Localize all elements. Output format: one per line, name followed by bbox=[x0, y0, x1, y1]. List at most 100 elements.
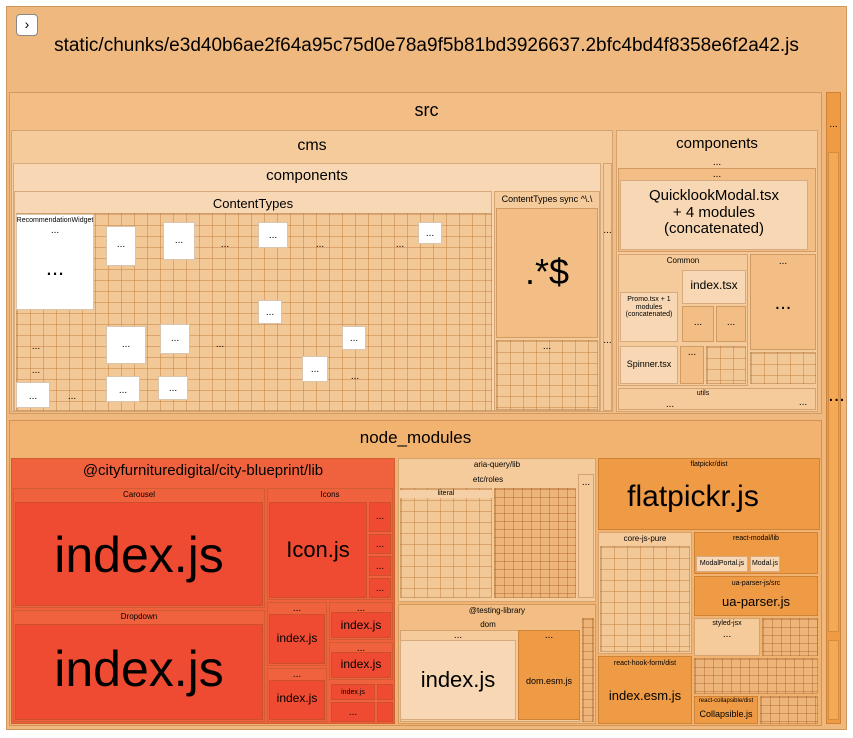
common-index-label: index.tsx bbox=[690, 278, 738, 292]
blueprint-small-ellipsis: ... bbox=[292, 603, 302, 614]
module-tile[interactable] bbox=[258, 222, 288, 248]
common-module-ellipsis: ... bbox=[687, 347, 697, 358]
module-tile[interactable] bbox=[163, 222, 195, 260]
dropdown-index-node[interactable] bbox=[15, 624, 263, 720]
module-tile[interactable] bbox=[106, 226, 136, 266]
module-tile[interactable] bbox=[258, 300, 282, 324]
common-module-node[interactable] bbox=[682, 306, 714, 342]
module-tile[interactable] bbox=[106, 376, 140, 402]
quicklook-modal-node[interactable] bbox=[620, 180, 808, 250]
blueprint-index-e-node[interactable] bbox=[331, 684, 375, 700]
blueprint-small-node[interactable] bbox=[377, 702, 393, 722]
regex-module-label: .*$ bbox=[524, 251, 570, 292]
module-ellipsis: ... bbox=[118, 385, 128, 396]
react-collapsible-node[interactable] bbox=[694, 696, 758, 724]
common-module-node[interactable] bbox=[680, 346, 704, 384]
recommendation-widget-node[interactable] bbox=[16, 214, 94, 310]
common-small-modules-area[interactable] bbox=[706, 346, 746, 384]
sidebar-toggle-button[interactable]: › bbox=[16, 14, 38, 36]
utils-title: utils bbox=[696, 390, 710, 397]
core-js-pure-title: core-js-pure bbox=[623, 534, 667, 543]
icons-title: Icons bbox=[320, 490, 340, 499]
icons-small-ellipsis: ... bbox=[375, 583, 385, 594]
module-ellipsis: ... bbox=[265, 307, 275, 318]
module-tile[interactable] bbox=[106, 326, 146, 364]
blueprint-small-node[interactable] bbox=[377, 684, 393, 700]
blueprint-index-e-label: index.js bbox=[341, 689, 365, 696]
components-misc-node[interactable] bbox=[750, 254, 816, 350]
dom-index-node[interactable] bbox=[400, 640, 516, 720]
blueprint-small-ellipsis: ... bbox=[356, 603, 366, 614]
utils-ellipsis-2: ... bbox=[798, 397, 808, 408]
blueprint-index-a-node[interactable] bbox=[269, 614, 325, 664]
literal-node[interactable] bbox=[400, 488, 492, 598]
common-index-node[interactable] bbox=[682, 270, 746, 304]
module-tile[interactable] bbox=[418, 222, 442, 244]
dom-esm-ellipsis: ... bbox=[544, 630, 554, 641]
quicklook-ellipsis: ... bbox=[712, 169, 722, 180]
components-misc-ellipsis: ... bbox=[778, 256, 788, 267]
common-module-node[interactable] bbox=[716, 306, 746, 342]
blueprint-title: @cityfurnituredigital/city-blueprint/lib bbox=[82, 462, 324, 479]
carousel-index-label: index.js bbox=[54, 527, 224, 583]
blueprint-small-node[interactable] bbox=[331, 702, 375, 722]
styled-jsx-ellipsis: ... bbox=[722, 629, 732, 640]
aria-modules-area[interactable] bbox=[494, 488, 576, 598]
dom-esm-node[interactable] bbox=[518, 630, 580, 720]
spinner-node[interactable] bbox=[620, 346, 678, 384]
blueprint-index-c-node[interactable] bbox=[331, 612, 391, 638]
icons-small-node[interactable] bbox=[369, 534, 391, 554]
module-tile[interactable] bbox=[158, 376, 188, 400]
testing-side-node[interactable] bbox=[582, 618, 594, 722]
icons-small-node[interactable] bbox=[369, 556, 391, 576]
modal-js-node[interactable] bbox=[750, 556, 780, 572]
regex-module-node[interactable] bbox=[496, 208, 598, 338]
react-hook-form-node[interactable] bbox=[598, 656, 692, 724]
blueprint-small-ellipsis: ... bbox=[292, 669, 302, 680]
icon-js-node[interactable] bbox=[269, 502, 367, 598]
core-js-modules-area[interactable] bbox=[600, 546, 690, 652]
side-module-bottom-node[interactable] bbox=[828, 640, 839, 720]
cms-components-title: components bbox=[266, 167, 348, 184]
spinner-label: Spinner.tsx bbox=[626, 359, 672, 369]
sync-small-modules-area[interactable] bbox=[496, 340, 598, 410]
module-tile[interactable] bbox=[342, 326, 366, 350]
blueprint-index-d-node[interactable] bbox=[331, 652, 391, 678]
common-title: Common bbox=[666, 256, 700, 265]
bottom-right-misc-area[interactable] bbox=[760, 696, 818, 724]
module-ellipsis: ... bbox=[310, 364, 320, 375]
components-misc-small-area[interactable] bbox=[750, 352, 816, 384]
side-module-inner-node[interactable] bbox=[828, 152, 839, 632]
module-ellipsis: ... bbox=[350, 371, 360, 382]
carousel-index-node[interactable] bbox=[15, 502, 263, 606]
common-module-ellipsis: ... bbox=[693, 317, 703, 328]
modal-portal-label: ModalPortal.js bbox=[699, 560, 745, 567]
module-tile[interactable] bbox=[16, 382, 50, 408]
styled-jsx-node[interactable] bbox=[694, 618, 760, 656]
react-collapsible-label: Collapsible.js bbox=[699, 709, 753, 719]
module-tile[interactable] bbox=[302, 356, 328, 382]
content-types-modules-area[interactable] bbox=[16, 213, 492, 411]
dom-ellipsis: ... bbox=[453, 630, 463, 641]
modal-portal-node[interactable] bbox=[696, 556, 748, 572]
module-ellipsis: ... bbox=[268, 230, 278, 241]
promo-node[interactable] bbox=[620, 292, 678, 342]
flatpickr-node[interactable] bbox=[598, 458, 820, 530]
aria-side-node[interactable] bbox=[578, 474, 594, 598]
src-components-title: components bbox=[676, 135, 758, 152]
cms-side-strip-node[interactable] bbox=[603, 163, 612, 411]
icons-small-node[interactable] bbox=[369, 578, 391, 598]
blueprint-index-b-node[interactable] bbox=[269, 680, 325, 720]
icons-small-node[interactable] bbox=[369, 502, 391, 532]
dom-title: dom bbox=[480, 620, 496, 629]
module-tile[interactable] bbox=[160, 324, 190, 354]
bottom-misc-area[interactable] bbox=[694, 658, 818, 694]
modal-js-label: Modal.js bbox=[751, 560, 779, 567]
module-ellipsis: ... bbox=[220, 239, 230, 250]
ua-parser-node[interactable] bbox=[694, 576, 818, 616]
module-ellipsis: ... bbox=[349, 333, 359, 344]
node-modules-misc-area[interactable] bbox=[762, 618, 818, 656]
blueprint-index-b-label: index.js bbox=[276, 691, 318, 705]
utils-node[interactable] bbox=[618, 388, 816, 410]
recommendation-widget-title: RecommendationWidget bbox=[16, 217, 94, 224]
